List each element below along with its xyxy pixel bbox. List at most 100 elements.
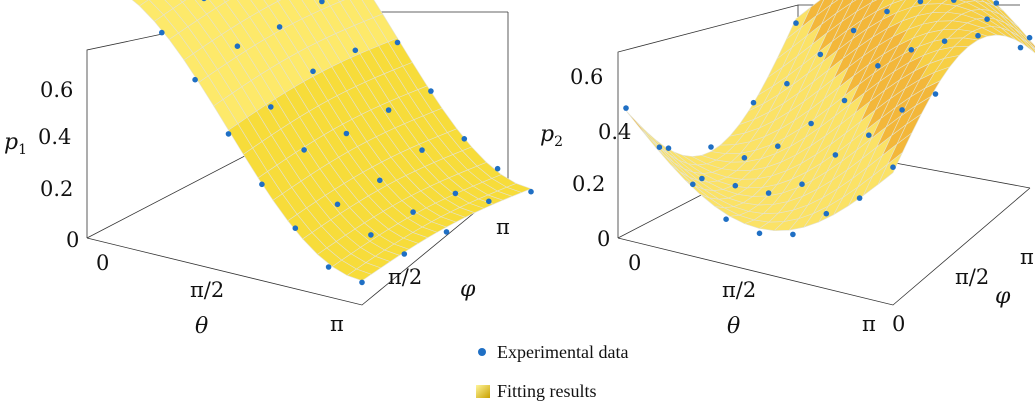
data-point: [890, 164, 896, 170]
data-point: [932, 91, 939, 97]
surface-patch: [1014, 28, 1035, 50]
data-point: [486, 198, 492, 205]
data-point: [899, 107, 905, 113]
data-point: [850, 27, 857, 34]
data-point: [866, 132, 872, 138]
data-point: [975, 32, 981, 39]
plot-1: 0.6 0.4 0.2 0 0 π/2 π π/2 π p1 θ φ: [4, 0, 534, 339]
z-tick: 0.4: [38, 125, 71, 149]
y-tick: 0: [892, 312, 905, 336]
data-point: [756, 230, 763, 237]
data-point: [856, 195, 863, 201]
data-point: [428, 88, 434, 94]
data-point: [259, 181, 265, 188]
legend-point-marker: [478, 348, 486, 356]
legend-experimental-label: Experimental data: [497, 342, 628, 362]
data-point: [917, 0, 924, 5]
x-axis-label: θ: [727, 314, 740, 339]
surface-patch: [821, 0, 844, 25]
data-point: [319, 0, 325, 5]
data-point: [310, 68, 316, 75]
plot-1-surface: [131, 0, 532, 282]
surface-patch: [876, 0, 895, 12]
data-point: [1026, 34, 1033, 41]
z-tick: 0.6: [40, 78, 73, 102]
plot-2-ticks: 0.6 0.4 0.2 0 0 π/2 π 0 π/2 π: [570, 65, 1034, 336]
x-axis-label: θ: [195, 314, 208, 339]
data-point: [908, 47, 915, 53]
surface-patch: [881, 0, 906, 21]
data-point: [401, 251, 408, 257]
x-tick: 0: [628, 251, 641, 275]
z-tick: 0: [597, 227, 610, 251]
surface-patch: [815, 0, 834, 16]
plot-2: 0.6 0.4 0.2 0 0 π/2 π 0 π/2 π p2 θ φ: [540, 0, 1035, 339]
data-point: [723, 216, 729, 222]
data-point: [292, 225, 299, 231]
surface-patch: [801, 0, 825, 28]
data-point: [352, 47, 359, 54]
surface-patch: [870, 0, 878, 4]
data-point: [443, 229, 450, 235]
legend-surface-swatch: [476, 385, 490, 398]
surface-patch: [890, 0, 904, 5]
surface-patch: [1029, 43, 1035, 52]
surface-patch: [505, 183, 532, 193]
data-point: [419, 147, 425, 153]
surface-patch: [1019, 36, 1035, 54]
data-point: [385, 107, 392, 113]
data-point: [875, 63, 881, 69]
data-point: [159, 29, 165, 36]
y-tick: π: [1020, 245, 1034, 269]
data-point: [665, 145, 672, 151]
data-point: [394, 39, 401, 46]
data-point: [799, 181, 805, 187]
surface-patch: [841, 0, 864, 22]
z-tick: 0: [66, 228, 79, 252]
y-axis-label: φ: [460, 277, 476, 302]
z-axis-label: p2: [540, 122, 563, 150]
y-tick: π/2: [955, 265, 989, 289]
z-tick: 0.4: [598, 120, 631, 144]
data-point: [784, 80, 790, 87]
data-point: [823, 210, 830, 217]
surface-patch: [861, 0, 884, 21]
x-tick: π: [330, 312, 344, 336]
z-axis-label: p1: [4, 130, 27, 158]
data-point: [623, 105, 629, 111]
plot-1-ticks: 0.6 0.4 0.2 0 0 π/2 π π/2 π: [38, 78, 510, 336]
data-point: [741, 155, 748, 161]
data-point: [775, 143, 781, 149]
data-point: [301, 147, 307, 153]
x-tick: π/2: [722, 278, 756, 302]
legend: Experimental data Fitting results: [476, 342, 628, 401]
surface-patch: [926, 0, 948, 5]
y-tick: π: [496, 215, 510, 239]
surface-patch: [830, 0, 839, 5]
plot-2-points: [623, 0, 1033, 238]
surface-patch: [836, 0, 854, 14]
data-point: [832, 152, 839, 158]
data-point: [790, 231, 796, 238]
data-point: [708, 144, 714, 150]
legend-fitting-label: Fitting results: [497, 381, 597, 401]
data-point: [1017, 44, 1024, 51]
data-point: [234, 43, 241, 49]
plot-2-surface: [625, 0, 1035, 231]
surface-patch: [1023, 35, 1035, 49]
data-point: [452, 190, 459, 197]
data-point: [461, 136, 468, 142]
data-point: [334, 201, 341, 208]
z-tick: 0.2: [40, 177, 73, 201]
data-point: [494, 165, 501, 172]
data-point: [368, 232, 374, 238]
data-point: [528, 188, 534, 195]
data-point: [951, 0, 957, 3]
plot-1-points: [159, 0, 534, 286]
data-point: [690, 181, 696, 188]
z-tick: 0.6: [570, 65, 603, 89]
data-point: [656, 144, 663, 150]
data-point: [201, 0, 207, 2]
